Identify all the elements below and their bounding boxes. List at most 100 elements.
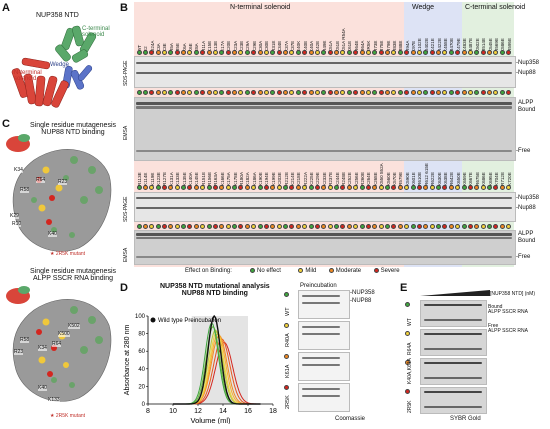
- mutant-label: K123E: [156, 172, 162, 186]
- effect-dot: [225, 50, 231, 55]
- effect-dot: [206, 224, 212, 229]
- gel-band: [302, 295, 340, 297]
- effect-dot: [416, 50, 422, 55]
- effect-dot: [359, 185, 365, 190]
- mutant-label: R642E: [449, 171, 455, 186]
- bound-band: [424, 391, 482, 393]
- effect-dot: [327, 224, 333, 229]
- effect-dot: [397, 224, 403, 229]
- effect-dot: [455, 50, 461, 55]
- alpp-band-top: [136, 102, 512, 105]
- x-tick-label: 12: [194, 408, 202, 415]
- y-tick-label: 60: [138, 349, 145, 355]
- panel-e-letter: E: [400, 282, 408, 294]
- effect-dot: [219, 224, 225, 229]
- y-tick-label: 20: [138, 384, 145, 390]
- legend-label: Moderate: [335, 268, 362, 274]
- mini-structure-lower: [6, 286, 30, 304]
- effect-legend-title: Effect on Binding:: [185, 268, 232, 274]
- effect-dot: [365, 50, 371, 55]
- legend-label-wt: Wild type Preincubation: [158, 318, 221, 324]
- emsa-row-label: 2R5K: [407, 400, 413, 413]
- effect-dot: [480, 90, 486, 95]
- effect-dot: [155, 185, 161, 190]
- effect-dot: [232, 185, 238, 190]
- free-band: [424, 406, 482, 408]
- mutant-label: K268E: [372, 172, 378, 186]
- y-tick-label: 0: [142, 402, 146, 408]
- effect-dot: [353, 90, 359, 95]
- c-term-region-label: C-terminal solenoid: [465, 4, 526, 11]
- effect-dot: [340, 90, 346, 95]
- effect-dot: [461, 224, 467, 229]
- effect-dot: [257, 224, 263, 229]
- effect-dot: [149, 90, 155, 95]
- bound-band: [424, 362, 482, 364]
- effect-dot: [308, 90, 314, 95]
- emsa-row-label: WT: [407, 318, 413, 326]
- effect-dot: [149, 224, 155, 229]
- mutant-label: R610E: [417, 171, 423, 186]
- mutant-label: R622E: [430, 171, 436, 186]
- effect-dot: [308, 50, 314, 55]
- effect-dot: [499, 185, 505, 190]
- mutant-label: K51A R54A: [340, 28, 346, 52]
- effect-dot: [346, 90, 352, 95]
- effect-dot: [232, 90, 238, 95]
- effect-dot: [200, 185, 206, 190]
- effect-dot: [378, 185, 384, 190]
- effect-dot: [238, 50, 244, 55]
- residue-label: K133: [48, 397, 60, 403]
- gel-row-label: 2R5K: [285, 395, 291, 409]
- mutant-label: K630E: [436, 172, 442, 186]
- effect-dot: [448, 185, 454, 190]
- effect-dot: [346, 50, 352, 55]
- effect-dot: [429, 50, 435, 55]
- effect-dot: [276, 50, 282, 55]
- mutant-label: K233E: [321, 172, 327, 186]
- mutant-label: K550 552A: [379, 163, 385, 186]
- wedge-region-label: Wedge: [412, 4, 435, 11]
- effect-dot: [372, 50, 378, 55]
- effect-dot: [359, 90, 365, 95]
- x-tick-label: 8: [146, 408, 150, 415]
- row-effect-dot: [284, 354, 289, 359]
- effect-dot: [397, 90, 403, 95]
- mutant-label: K203E: [277, 172, 283, 186]
- effect-dot: [327, 50, 333, 55]
- surface-lower: [12, 299, 112, 402]
- effect-dot: [404, 224, 410, 229]
- residue-label: K34: [38, 345, 47, 351]
- nup358-band-top: [136, 62, 512, 64]
- c-upper-footnote: ★ 2R5K mutant: [50, 251, 86, 257]
- effect-dot: [263, 90, 269, 95]
- mutant-label: K601E: [411, 172, 417, 186]
- residue-label: R23: [58, 179, 68, 185]
- effect-dot: [263, 185, 269, 190]
- effect-dot: [397, 50, 403, 55]
- effect-dot: [506, 90, 512, 95]
- effect-dot: [136, 224, 142, 229]
- effect-dot: [314, 90, 320, 95]
- effect-dot: [174, 185, 180, 190]
- effect-dot: [391, 50, 397, 55]
- residue-label: K40: [38, 385, 47, 391]
- residue-label: R64: [36, 177, 46, 183]
- x-tick-label: 10: [169, 408, 177, 415]
- effect-dot: [455, 224, 461, 229]
- effect-dot: [455, 185, 461, 190]
- effect-dot: [423, 185, 429, 190]
- legend-label: No effect: [257, 268, 281, 274]
- mutant-label: K560E: [385, 172, 391, 186]
- legend-dot: [328, 268, 334, 273]
- legend-label: Mild: [305, 268, 317, 274]
- effect-dot: [391, 90, 397, 95]
- effect-dot: [429, 185, 435, 190]
- sec-gel: [298, 290, 350, 319]
- effect-dot: [467, 224, 473, 229]
- mutant-label: K720E: [506, 172, 512, 186]
- mutant-label: R163A: [213, 171, 219, 186]
- effect-dot: [493, 90, 499, 95]
- sec-gel: [298, 383, 350, 412]
- mutant-label: K135E: [181, 172, 187, 186]
